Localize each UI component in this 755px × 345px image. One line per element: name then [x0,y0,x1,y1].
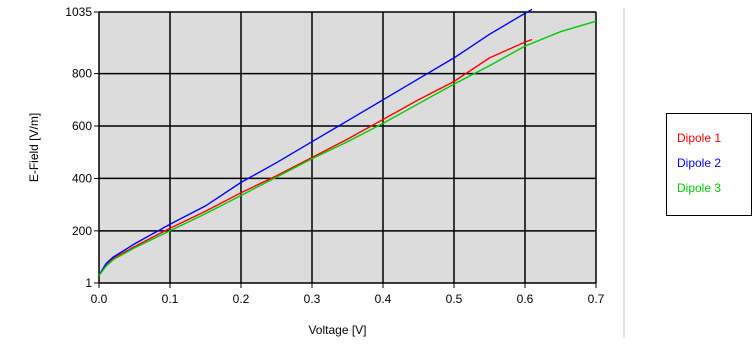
x-tick-label: 0.3 [304,292,321,306]
series-line-dipole-3 [98,20,597,276]
series-line-dipole-1 [98,38,533,276]
x-tick-label: 0.6 [517,292,534,306]
legend-item-dipole-3: Dipole 3 [677,181,722,195]
x-axis-label: Voltage [V] [308,323,366,337]
series-line-dipole-2 [98,8,533,276]
y-tick-label: 600 [72,119,92,133]
y-tick-label: 1 [85,276,92,290]
x-tick-label: 0.4 [375,292,392,306]
y-tick-label: 800 [72,67,92,81]
plot-area [98,11,597,284]
x-tick-label: 0.1 [162,292,179,306]
legend: Dipole 1 Dipole 2 Dipole 3 [666,113,752,216]
x-tick-label: 0.0 [91,292,108,306]
y-axis-label: E-Field [V/m] [27,113,41,182]
x-tick-label: 0.7 [588,292,605,306]
x-tick-label: 0.5 [446,292,463,306]
x-tick-label: 0.2 [233,292,250,306]
y-tick-label: 200 [72,224,92,238]
y-tick-label: 1035 [65,5,92,19]
y-tick-label: 400 [72,171,92,185]
legend-item-dipole-2: Dipole 2 [677,156,722,170]
legend-item-dipole-1: Dipole 1 [677,131,722,145]
